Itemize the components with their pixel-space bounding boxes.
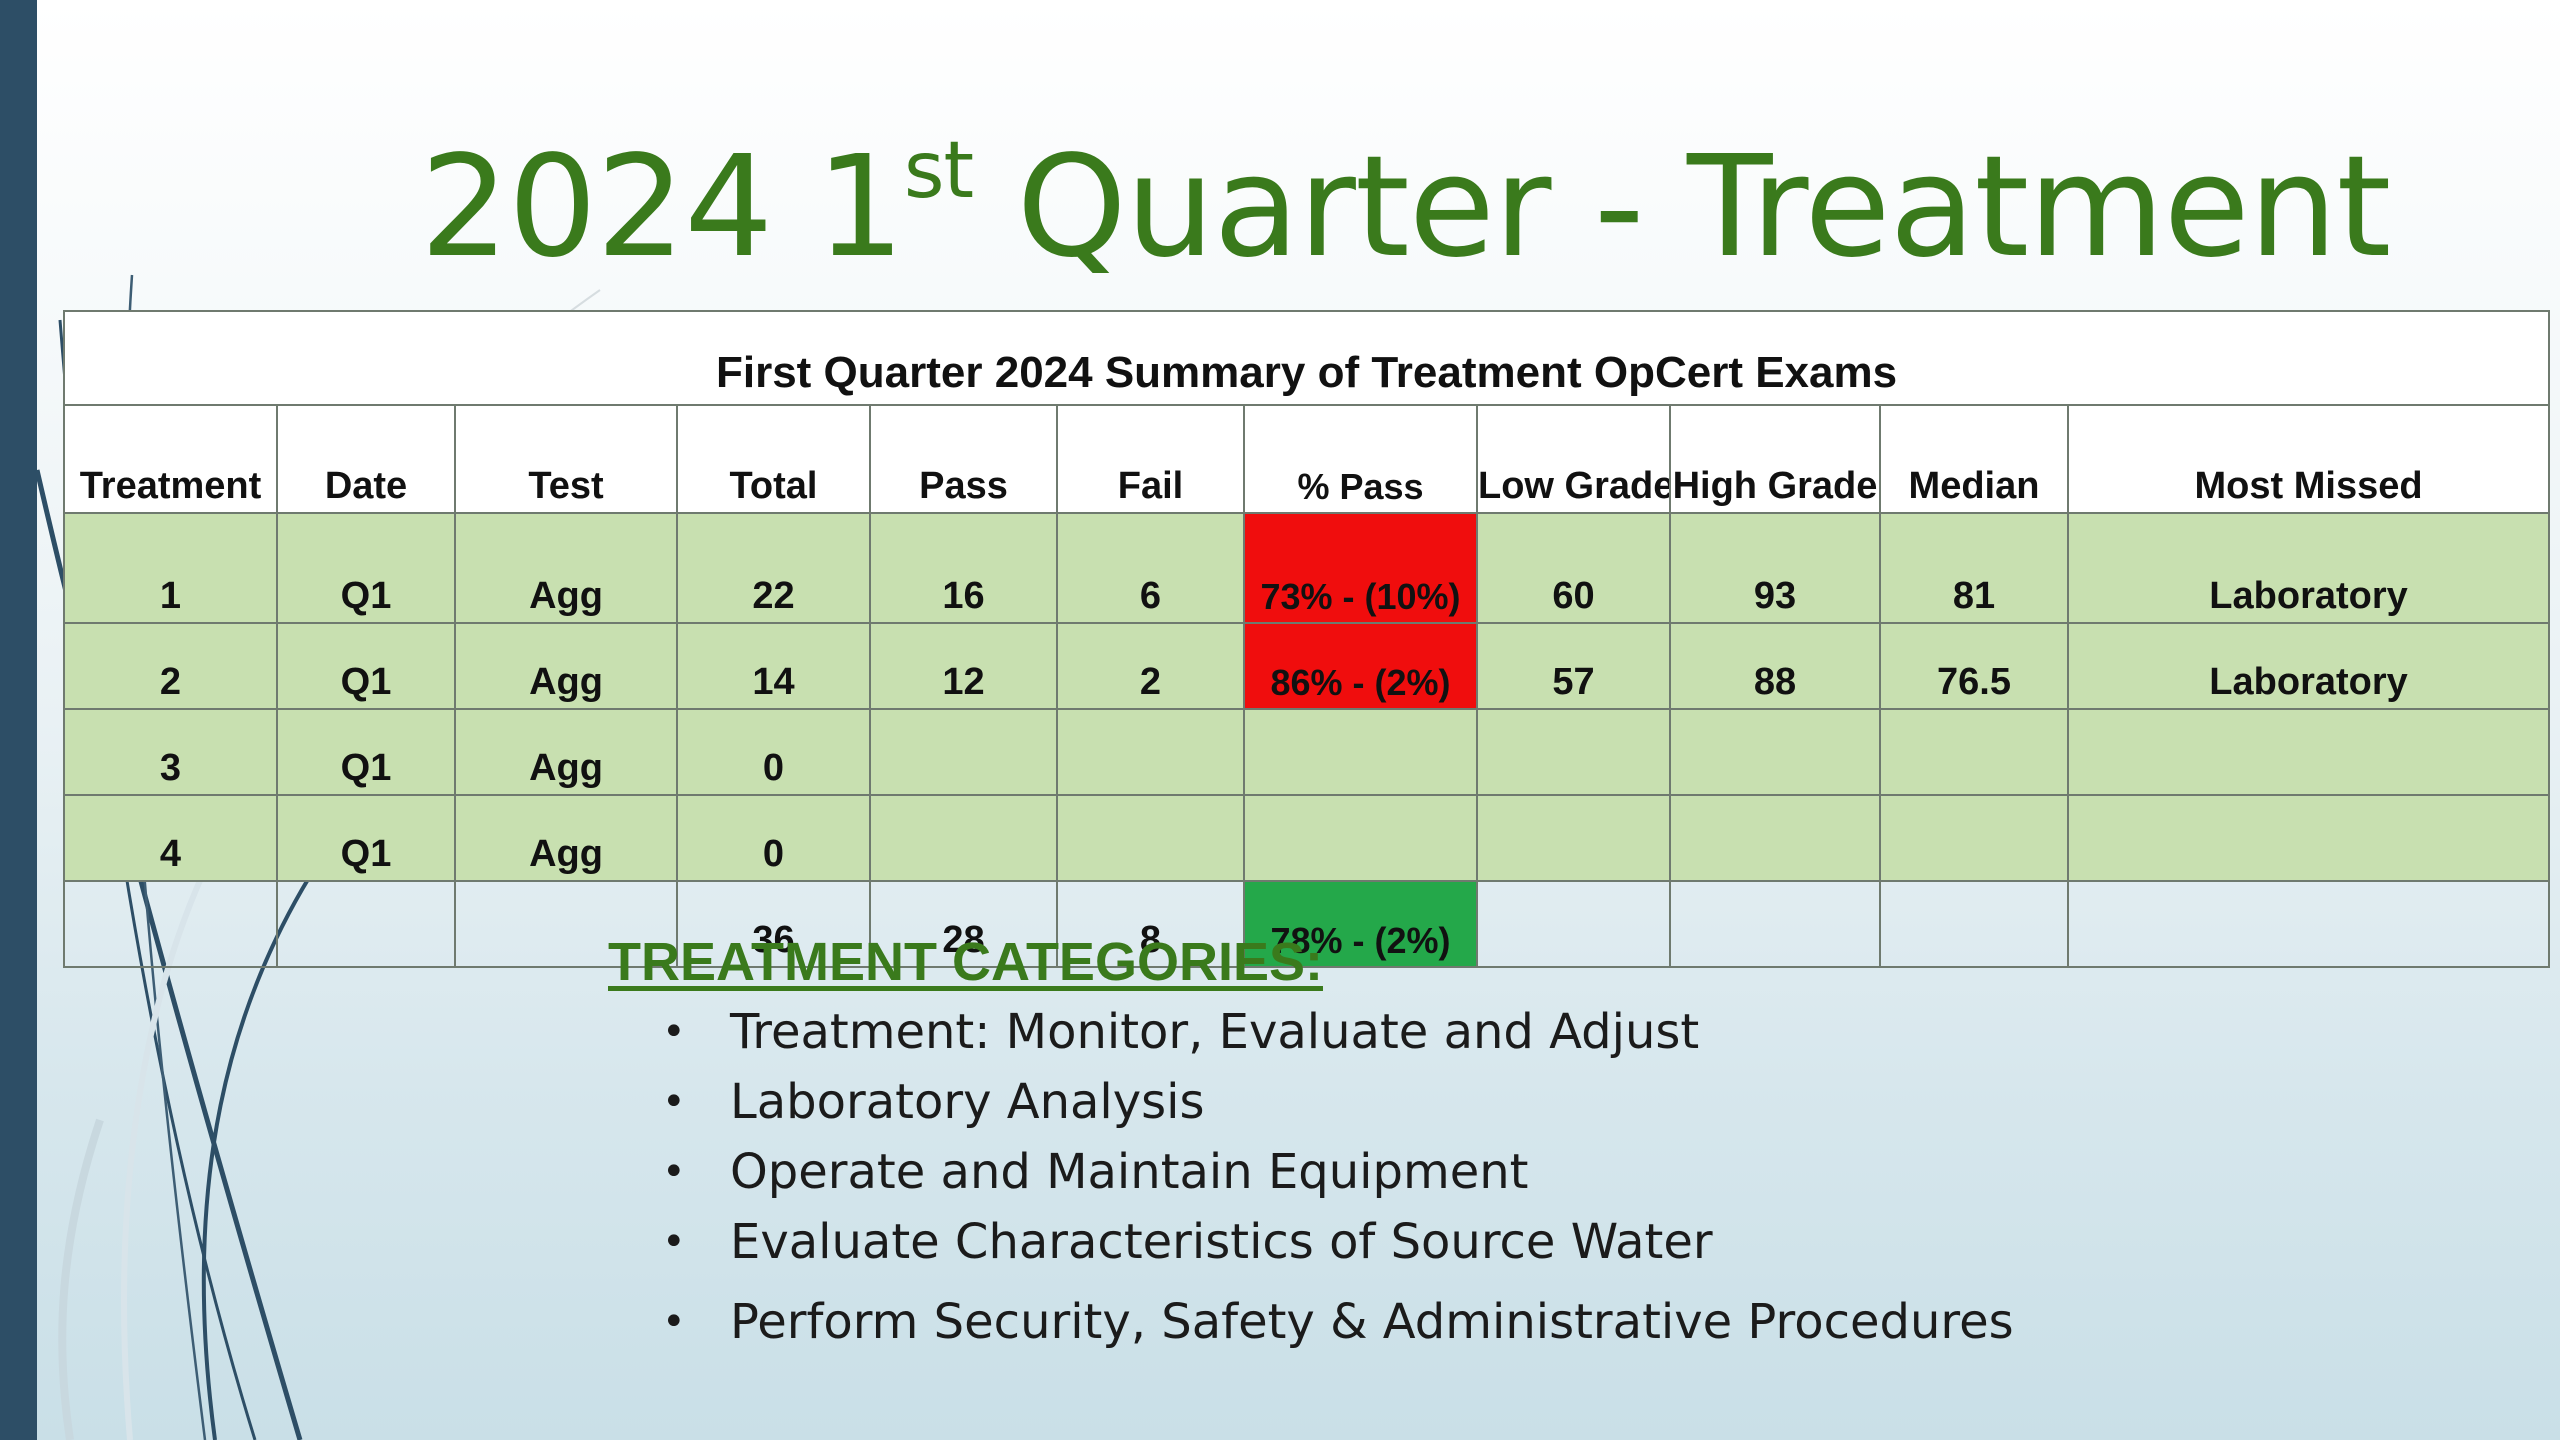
categories-list: • Treatment: Monitor, Evaluate and Adjust… bbox=[660, 997, 2014, 1357]
cell-most-missed bbox=[2066, 708, 2551, 796]
cell-treatment: 1 bbox=[63, 512, 278, 624]
cell-most-missed bbox=[2066, 794, 2551, 882]
cell-low-grade: 60 bbox=[1476, 512, 1671, 624]
table-row: 2 Q1 Agg 14 12 2 86% - (2%) 57 88 76.5 L… bbox=[63, 622, 2551, 710]
cell-date: Q1 bbox=[276, 512, 456, 624]
cell-median bbox=[1879, 708, 2069, 796]
cell-low-grade bbox=[1476, 794, 1671, 882]
total-cell-test bbox=[454, 880, 678, 968]
bullet-icon: • bbox=[662, 1149, 686, 1195]
cell-high-grade: 88 bbox=[1669, 622, 1881, 710]
cell-fail bbox=[1056, 708, 1245, 796]
cell-low-grade bbox=[1476, 708, 1671, 796]
total-cell-fail: 8 bbox=[1056, 880, 1245, 968]
total-cell-high-grade bbox=[1669, 880, 1881, 968]
cell-fail: 2 bbox=[1056, 622, 1245, 710]
list-item: • Treatment: Monitor, Evaluate and Adjust bbox=[660, 997, 2014, 1067]
cell-percent-pass bbox=[1243, 794, 1478, 882]
list-item: • Operate and Maintain Equipment bbox=[660, 1137, 2014, 1207]
bullet-icon: • bbox=[662, 1079, 686, 1125]
cell-percent-pass: 86% - (2%) bbox=[1243, 622, 1478, 710]
total-cell-treatment bbox=[63, 880, 278, 968]
table-caption: First Quarter 2024 Summary of Treatment … bbox=[62, 310, 2551, 406]
list-item-text: Treatment: Monitor, Evaluate and Adjust bbox=[730, 1004, 1700, 1060]
cell-date: Q1 bbox=[276, 708, 456, 796]
cell-treatment: 4 bbox=[63, 794, 278, 882]
header-treatment: Treatment bbox=[63, 404, 278, 514]
cell-pass: 12 bbox=[869, 622, 1058, 710]
bullet-icon: • bbox=[662, 1009, 686, 1055]
list-item: • Laboratory Analysis bbox=[660, 1067, 2014, 1137]
cell-test: Agg bbox=[454, 708, 678, 796]
total-cell-percent-pass: 78% - (2%) bbox=[1243, 880, 1478, 968]
header-percent-pass: % Pass bbox=[1243, 404, 1478, 514]
header-median: Median bbox=[1879, 404, 2069, 514]
cell-percent-pass bbox=[1243, 708, 1478, 796]
cell-pass: 16 bbox=[869, 512, 1058, 624]
categories-heading-text: TREATMENT CATEGORIES bbox=[608, 932, 1305, 992]
categories-heading: TREATMENT CATEGORIES: bbox=[608, 930, 1323, 994]
total-cell-low-grade bbox=[1476, 880, 1671, 968]
total-cell-most-missed bbox=[2066, 880, 2551, 968]
cell-low-grade: 57 bbox=[1476, 622, 1671, 710]
header-fail: Fail bbox=[1056, 404, 1245, 514]
cell-most-missed: Laboratory bbox=[2066, 622, 2551, 710]
cell-high-grade bbox=[1669, 794, 1881, 882]
list-item-text: Evaluate Characteristics of Source Water bbox=[730, 1214, 1713, 1270]
cell-treatment: 3 bbox=[63, 708, 278, 796]
categories-heading-colon: : bbox=[1305, 932, 1323, 992]
table-totals-row: 36 28 8 78% - (2%) bbox=[63, 880, 2551, 968]
cell-treatment: 2 bbox=[63, 622, 278, 710]
cell-median: 81 bbox=[1879, 512, 2069, 624]
cell-total: 22 bbox=[676, 512, 871, 624]
total-cell-total: 36 bbox=[676, 880, 871, 968]
cell-median: 76.5 bbox=[1879, 622, 2069, 710]
cell-test: Agg bbox=[454, 794, 678, 882]
left-accent-bar bbox=[0, 0, 37, 1440]
cell-date: Q1 bbox=[276, 622, 456, 710]
total-cell-date bbox=[276, 880, 456, 968]
cell-percent-pass: 73% - (10%) bbox=[1243, 512, 1478, 624]
cell-test: Agg bbox=[454, 512, 678, 624]
cell-test: Agg bbox=[454, 622, 678, 710]
list-item-text: Laboratory Analysis bbox=[730, 1074, 1205, 1130]
title-suffix: Quarter - Treatment bbox=[973, 126, 2392, 289]
bullet-icon: • bbox=[662, 1219, 686, 1265]
swoosh-line-5 bbox=[58, 1118, 104, 1440]
list-item: • Evaluate Characteristics of Source Wate… bbox=[660, 1207, 2014, 1277]
table-header-row: Treatment Date Test Total Pass Fail % Pa… bbox=[63, 404, 2551, 514]
header-low-grade: Low Grade bbox=[1476, 404, 1671, 514]
header-high-grade: High Grade bbox=[1669, 404, 1881, 514]
title-superscript: st bbox=[903, 126, 974, 216]
cell-fail: 6 bbox=[1056, 512, 1245, 624]
header-test: Test bbox=[454, 404, 678, 514]
table-row: 3 Q1 Agg 0 bbox=[63, 708, 2551, 796]
cell-most-missed: Laboratory bbox=[2066, 512, 2551, 624]
exam-summary-table: First Quarter 2024 Summary of Treatment … bbox=[62, 310, 2551, 968]
cell-pass bbox=[869, 794, 1058, 882]
total-cell-pass: 28 bbox=[869, 880, 1058, 968]
header-pass: Pass bbox=[869, 404, 1058, 514]
cell-pass bbox=[869, 708, 1058, 796]
cell-high-grade bbox=[1669, 708, 1881, 796]
cell-high-grade: 93 bbox=[1669, 512, 1881, 624]
cell-total: 0 bbox=[676, 708, 871, 796]
cell-total: 14 bbox=[676, 622, 871, 710]
title-prefix: 2024 1 bbox=[420, 126, 905, 289]
total-cell-median bbox=[1879, 880, 2069, 968]
header-most-missed: Most Missed bbox=[2066, 404, 2551, 514]
header-total: Total bbox=[676, 404, 871, 514]
cell-total: 0 bbox=[676, 794, 871, 882]
cell-date: Q1 bbox=[276, 794, 456, 882]
list-item: • Perform Security, Safety & Administrati… bbox=[660, 1287, 2014, 1357]
list-item-text: Perform Security, Safety & Administrativ… bbox=[730, 1294, 2014, 1350]
cell-median bbox=[1879, 794, 2069, 882]
list-item-text: Operate and Maintain Equipment bbox=[730, 1144, 1529, 1200]
cell-fail bbox=[1056, 794, 1245, 882]
table-row: 4 Q1 Agg 0 bbox=[63, 794, 2551, 882]
slide-title: 2024 1st Quarter - Treatment bbox=[420, 126, 2392, 289]
bullet-icon: • bbox=[662, 1299, 686, 1345]
table-row: 1 Q1 Agg 22 16 6 73% - (10%) 60 93 81 La… bbox=[63, 512, 2551, 624]
header-date: Date bbox=[276, 404, 456, 514]
